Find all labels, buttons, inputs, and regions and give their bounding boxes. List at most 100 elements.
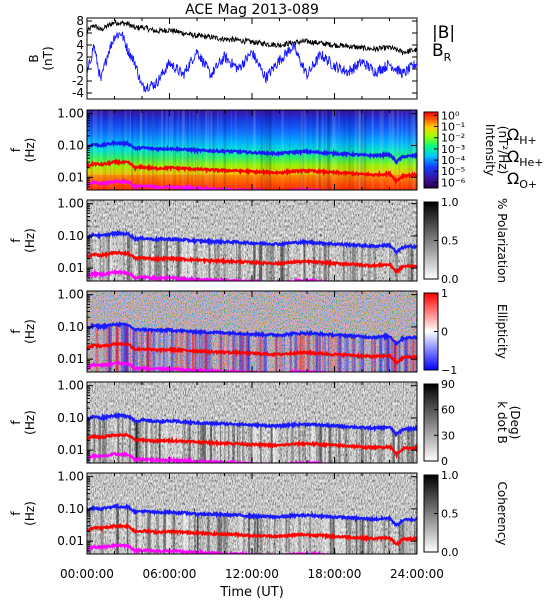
- b-ytick-label: -4: [72, 86, 84, 100]
- kdotb-ylabel-line1: f: [9, 420, 23, 425]
- b-ytick-label: -2: [72, 74, 84, 88]
- legend-b-r-sub: R: [444, 51, 452, 64]
- polarization-ytick-label: 0.10: [57, 229, 84, 243]
- polarization-colorbar-tick-label: 0.5: [441, 235, 459, 248]
- kdotb-ytick-label: 0.01: [57, 443, 84, 457]
- coherency-panel: 1.00 0.10 0.01 f (Hz) 1.0 0.5 0.0 Coherency: [9, 469, 509, 559]
- intensity-colorbar-label: Intensity (nT²/Hz): [483, 124, 510, 176]
- b-ytick-label: 0: [76, 62, 84, 76]
- legend-b-r: BR: [432, 41, 452, 64]
- x-axis: Time (UT) 00:00:00 06:00:00 12:00:00 18:00:…: [60, 567, 444, 600]
- kdotb-spectrogram: [87, 382, 417, 463]
- ellipticity-colorbar-label-line1: Ellipticity: [495, 304, 509, 359]
- ellipticity-colorbar-tick-label: −1: [441, 364, 457, 377]
- ellipticity-ytick-label: 0.01: [57, 352, 84, 366]
- coherency-colorbar-label: Coherency: [495, 481, 509, 545]
- coherency-omega-he-line: [87, 522, 417, 547]
- polarization-ylabel: f (Hz): [9, 228, 37, 253]
- legend-b-r-main: B: [432, 41, 444, 61]
- kdotb-colorbar-label: k dot B (Deg): [495, 401, 522, 443]
- intensity-colorbar-tick-label: 10⁻¹: [441, 121, 465, 134]
- b-r-series-line: [86, 31, 418, 93]
- coherency-colorbar-label-line1: Coherency: [495, 481, 509, 545]
- intensity-colorbar-tick-label: 10⁻⁵: [441, 165, 465, 178]
- intensity-colorbar-tick-label: 10⁻²: [441, 132, 465, 145]
- ellipticity-ytick-label: 0.10: [57, 320, 84, 334]
- ellipticity-colorbar-tick-label: 1: [441, 287, 448, 300]
- b-ytick-label: 2: [76, 50, 84, 64]
- polarization-spectrogram: [87, 200, 417, 281]
- ellipticity-ylabel-line1: f: [9, 329, 23, 334]
- kdotb-colorbar: [423, 383, 439, 462]
- legend-omega-h: ΩH+: [507, 125, 537, 147]
- coherency-ytick-label: 0.10: [57, 502, 84, 516]
- b-ytick-label: 8: [76, 14, 84, 28]
- xtick-label: 12:00:00: [225, 567, 279, 581]
- coherency-colorbar-tick-label: 0.5: [441, 508, 459, 521]
- xtick-label: 06:00:00: [143, 567, 197, 581]
- kdotb-omega-h-line: [87, 411, 417, 438]
- b-ylabel-line1: B: [27, 54, 41, 62]
- kdotb-ylabel: f (Hz): [9, 410, 37, 435]
- coherency-ylabel-line2: (Hz): [23, 501, 37, 526]
- kdotb-colorbar-tick-label: 60: [441, 404, 455, 417]
- kdotb-colorbar-label-line1: k dot B: [495, 401, 509, 443]
- intensity-ylabel: f (Hz): [9, 138, 37, 163]
- figure-title: ACE Mag 2013-089: [185, 2, 319, 18]
- legend-omega-subscript: H+: [519, 134, 537, 147]
- polarization-omega-o-line: [87, 268, 386, 281]
- polarization-panel: 1.00 0.10 0.01 f (Hz) 1.0 0.5 0.0 % Polarization: [9, 196, 509, 286]
- kdotb-colorbar-tick-label: 30: [441, 429, 455, 442]
- xtick-label: 00:00:00: [60, 567, 114, 581]
- polarization-ylabel-line2: (Hz): [23, 228, 37, 253]
- coherency-ylabel-line1: f: [9, 511, 23, 516]
- intensity-colorbar-tick-label: 10⁻³: [441, 143, 465, 156]
- b-total-series-line: [86, 19, 418, 56]
- intensity-ytick-label: 0.01: [57, 170, 84, 184]
- ellipticity-panel: 1.00 0.10 0.01 f (Hz) 1 0 −1 Ellipticity: [9, 287, 509, 377]
- legend-omega-symbol: Ω: [507, 147, 519, 166]
- intensity-ylabel-line1: f: [9, 147, 23, 152]
- kdotb-ylabel-line2: (Hz): [23, 410, 37, 435]
- ellipticity-colorbar-tick-label: 0: [441, 326, 448, 339]
- coherency-colorbar-tick-label: 0.0: [441, 546, 459, 559]
- intensity-omega-he-line: [87, 158, 417, 185]
- ellipticity-colorbar-label: Ellipticity: [495, 304, 509, 359]
- ellipticity-spectrogram: [87, 291, 417, 372]
- polarization-omega-he-line: [87, 249, 417, 275]
- kdotb-colorbar-label-line2: (Deg): [508, 406, 522, 440]
- legend-omega-he: ΩHe+: [507, 147, 544, 169]
- polarization-colorbar-tick-label: 0.0: [441, 273, 459, 286]
- polarization-omega-h-line: [87, 229, 417, 256]
- legend-b-total: |B|: [432, 23, 455, 43]
- kdotb-ytick-label: 0.10: [57, 411, 84, 425]
- xtick-label: 24:00:00: [390, 567, 444, 581]
- intensity-colorbar-label-line1: Intensity: [483, 124, 497, 176]
- intensity-panel: 1.00 0.10 0.01 f (Hz) 10⁰10⁻¹10⁻²10⁻³10⁻⁴10⁻⁵…: [9, 107, 544, 191]
- x-axis-label: Time (UT): [219, 585, 284, 600]
- intensity-ylabel-line2: (Hz): [23, 138, 37, 163]
- polarization-ytick-label: 1.00: [57, 197, 84, 211]
- intensity-colorbar-tick-label: 10⁻⁴: [441, 154, 466, 167]
- polarization-ylabel-line1: f: [9, 238, 23, 243]
- coherency-omega-h-line: [87, 502, 417, 528]
- kdotb-omega-o-line: [87, 451, 390, 463]
- kdotb-colorbar-tick-label: 90: [441, 378, 455, 391]
- coherency-colorbar-tick-label: 1.0: [441, 469, 459, 482]
- intensity-colorbar: [423, 111, 439, 189]
- legend-omega-o: ΩO+: [507, 169, 537, 191]
- b-field-plot-area: [86, 17, 418, 100]
- polarization-ytick-label: 0.01: [57, 261, 84, 275]
- ellipticity-ylabel: f (Hz): [9, 319, 37, 344]
- legend-omega-subscript: He+: [519, 156, 543, 169]
- ellipticity-ylabel-line2: (Hz): [23, 319, 37, 344]
- b-ylabel-line2: (nT): [41, 46, 55, 70]
- ellipticity-omega-h-line: [87, 320, 417, 346]
- ellipticity-ytick-label: 1.00: [57, 288, 84, 302]
- intensity-colorbar-tick-label: 10⁻⁶: [441, 176, 466, 189]
- kdotb-omega-he-line: [87, 432, 417, 460]
- polarization-colorbar-tick-label: 1.0: [441, 196, 459, 209]
